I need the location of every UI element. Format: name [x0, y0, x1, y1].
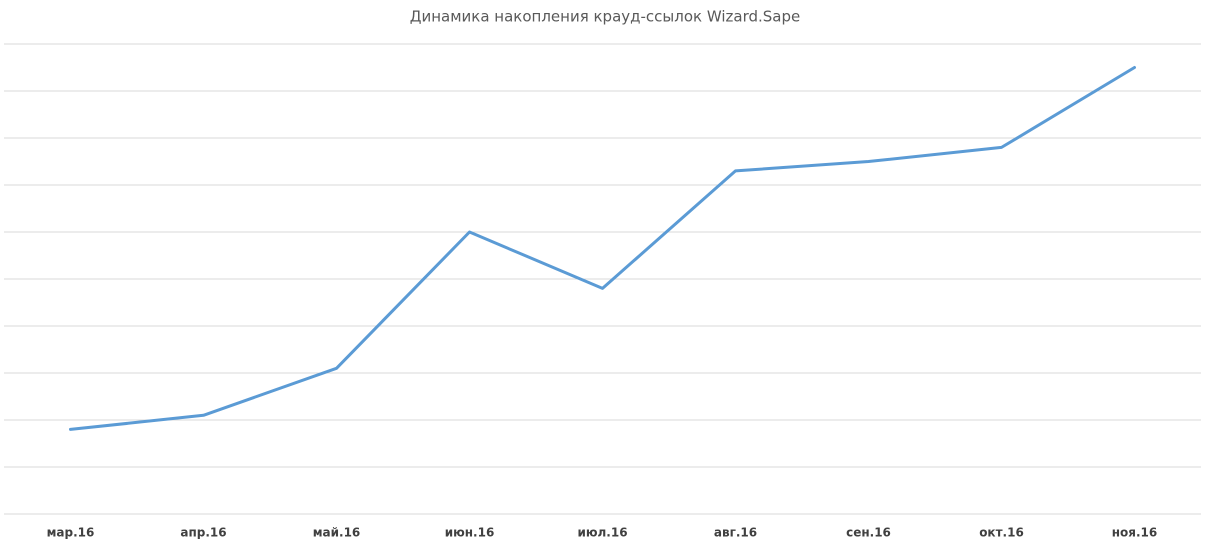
x-tick-label: май.16	[313, 526, 361, 540]
x-tick-label: мар.16	[47, 526, 95, 540]
x-tick-label: ноя.16	[1112, 526, 1158, 540]
chart-title: Динамика накопления крауд-ссылок Wizard.…	[410, 8, 801, 26]
x-tick-label: окт.16	[979, 526, 1024, 540]
x-tick-label: июн.16	[445, 526, 495, 540]
x-tick-label: июл.16	[577, 526, 627, 540]
x-tick-label: апр.16	[180, 526, 226, 540]
x-tick-label: сен.16	[846, 526, 891, 540]
x-tick-label: авг.16	[714, 526, 757, 540]
data-line	[69, 66, 1136, 431]
